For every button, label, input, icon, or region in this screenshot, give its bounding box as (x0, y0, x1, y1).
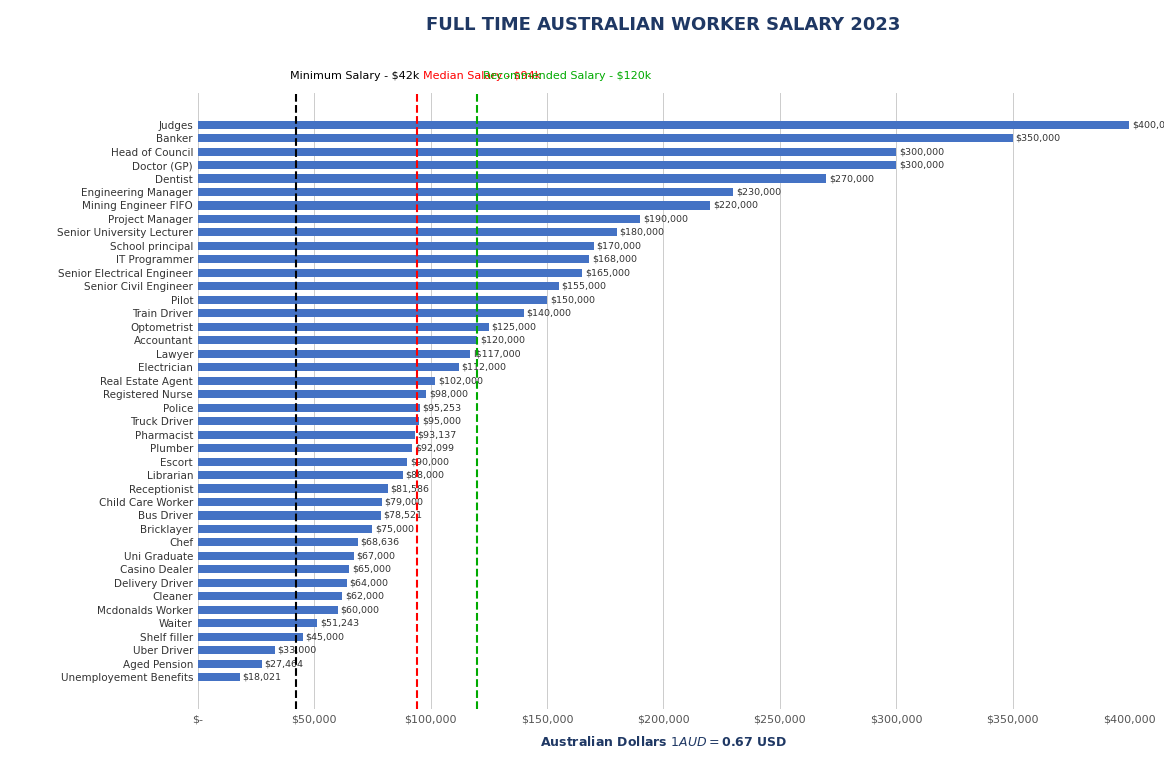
Text: $150,000: $150,000 (549, 295, 595, 305)
Text: $170,000: $170,000 (596, 241, 641, 251)
Bar (198, 633, 303, 641)
Bar (198, 336, 477, 345)
Text: $155,000: $155,000 (561, 282, 606, 291)
Bar (198, 471, 403, 479)
Bar (198, 417, 419, 425)
Bar (198, 403, 420, 412)
Text: $65,000: $65,000 (352, 565, 391, 574)
Text: Minimum Salary - $42k: Minimum Salary - $42k (290, 71, 419, 81)
Text: $220,000: $220,000 (712, 201, 758, 210)
Text: $64,000: $64,000 (349, 578, 389, 588)
Bar (198, 174, 826, 183)
Text: $67,000: $67,000 (356, 551, 396, 561)
Bar (198, 619, 317, 628)
Bar (198, 579, 347, 587)
Text: $230,000: $230,000 (736, 187, 781, 197)
Text: $95,000: $95,000 (421, 416, 461, 426)
Text: $300,000: $300,000 (899, 160, 944, 170)
Bar (198, 484, 388, 493)
Text: $79,000: $79,000 (384, 497, 424, 507)
Text: $78,521: $78,521 (383, 511, 423, 520)
Bar (198, 457, 407, 466)
Text: $18,021: $18,021 (242, 673, 282, 682)
Bar (198, 242, 594, 250)
Text: $95,253: $95,253 (423, 403, 462, 412)
Text: $400,000: $400,000 (1131, 120, 1164, 129)
Bar (198, 444, 412, 452)
Bar (198, 552, 354, 560)
Text: $51,243: $51,243 (320, 619, 359, 628)
Text: Recommended Salary - $120k: Recommended Salary - $120k (483, 71, 652, 81)
Text: $27,464: $27,464 (264, 659, 304, 668)
Bar (198, 498, 382, 506)
Bar (198, 147, 896, 156)
Text: $81,586: $81,586 (391, 484, 430, 493)
Bar (198, 161, 896, 169)
Bar (198, 592, 342, 601)
X-axis label: Australian Dollars $1 AUD = $0.67 USD: Australian Dollars $1 AUD = $0.67 USD (540, 736, 787, 749)
Text: $88,000: $88,000 (405, 470, 445, 480)
Text: l$117,000: l$117,000 (473, 349, 520, 359)
Text: $125,000: $125,000 (491, 322, 537, 332)
Text: $168,000: $168,000 (591, 255, 637, 264)
Bar (198, 188, 733, 196)
Text: $33,000: $33,000 (277, 646, 317, 655)
Bar (198, 282, 559, 291)
Text: $60,000: $60,000 (340, 605, 379, 614)
Text: $102,000: $102,000 (438, 376, 483, 386)
Text: $270,000: $270,000 (829, 174, 874, 183)
Text: $120,000: $120,000 (480, 335, 525, 345)
Bar (198, 565, 349, 574)
Text: $180,000: $180,000 (619, 228, 665, 237)
Text: $140,000: $140,000 (526, 309, 572, 318)
Text: $90,000: $90,000 (410, 457, 449, 466)
Bar (198, 296, 547, 304)
Bar (198, 350, 470, 358)
Text: $98,000: $98,000 (428, 389, 468, 399)
Text: $112,000: $112,000 (461, 362, 506, 372)
Bar (198, 215, 640, 223)
Text: $62,000: $62,000 (345, 592, 384, 601)
Bar (198, 309, 524, 318)
Bar (198, 606, 338, 614)
Bar (198, 323, 489, 331)
Text: $68,636: $68,636 (361, 538, 399, 547)
Bar (198, 538, 357, 547)
Bar (198, 363, 459, 372)
Text: $300,000: $300,000 (899, 147, 944, 156)
Bar (198, 269, 582, 277)
Text: $165,000: $165,000 (584, 268, 630, 278)
Bar (198, 525, 372, 533)
Bar (198, 134, 1013, 142)
Bar (198, 660, 262, 668)
Text: $92,099: $92,099 (416, 443, 454, 453)
Bar (198, 228, 617, 237)
Bar (198, 390, 426, 399)
Bar (198, 673, 240, 682)
Bar (198, 430, 414, 439)
Text: $45,000: $45,000 (305, 632, 345, 641)
Bar (198, 377, 435, 385)
Bar (198, 201, 710, 210)
Text: $75,000: $75,000 (375, 524, 414, 534)
Text: $93,137: $93,137 (418, 430, 456, 439)
Text: Median Salary - $94k: Median Salary - $94k (423, 71, 541, 81)
Bar (198, 646, 275, 655)
Title: FULL TIME AUSTRALIAN WORKER SALARY 2023: FULL TIME AUSTRALIAN WORKER SALARY 2023 (426, 16, 901, 34)
Bar (198, 511, 381, 520)
Bar (198, 255, 589, 264)
Text: $350,000: $350,000 (1015, 133, 1060, 143)
Text: $190,000: $190,000 (643, 214, 688, 224)
Bar (198, 120, 1129, 129)
